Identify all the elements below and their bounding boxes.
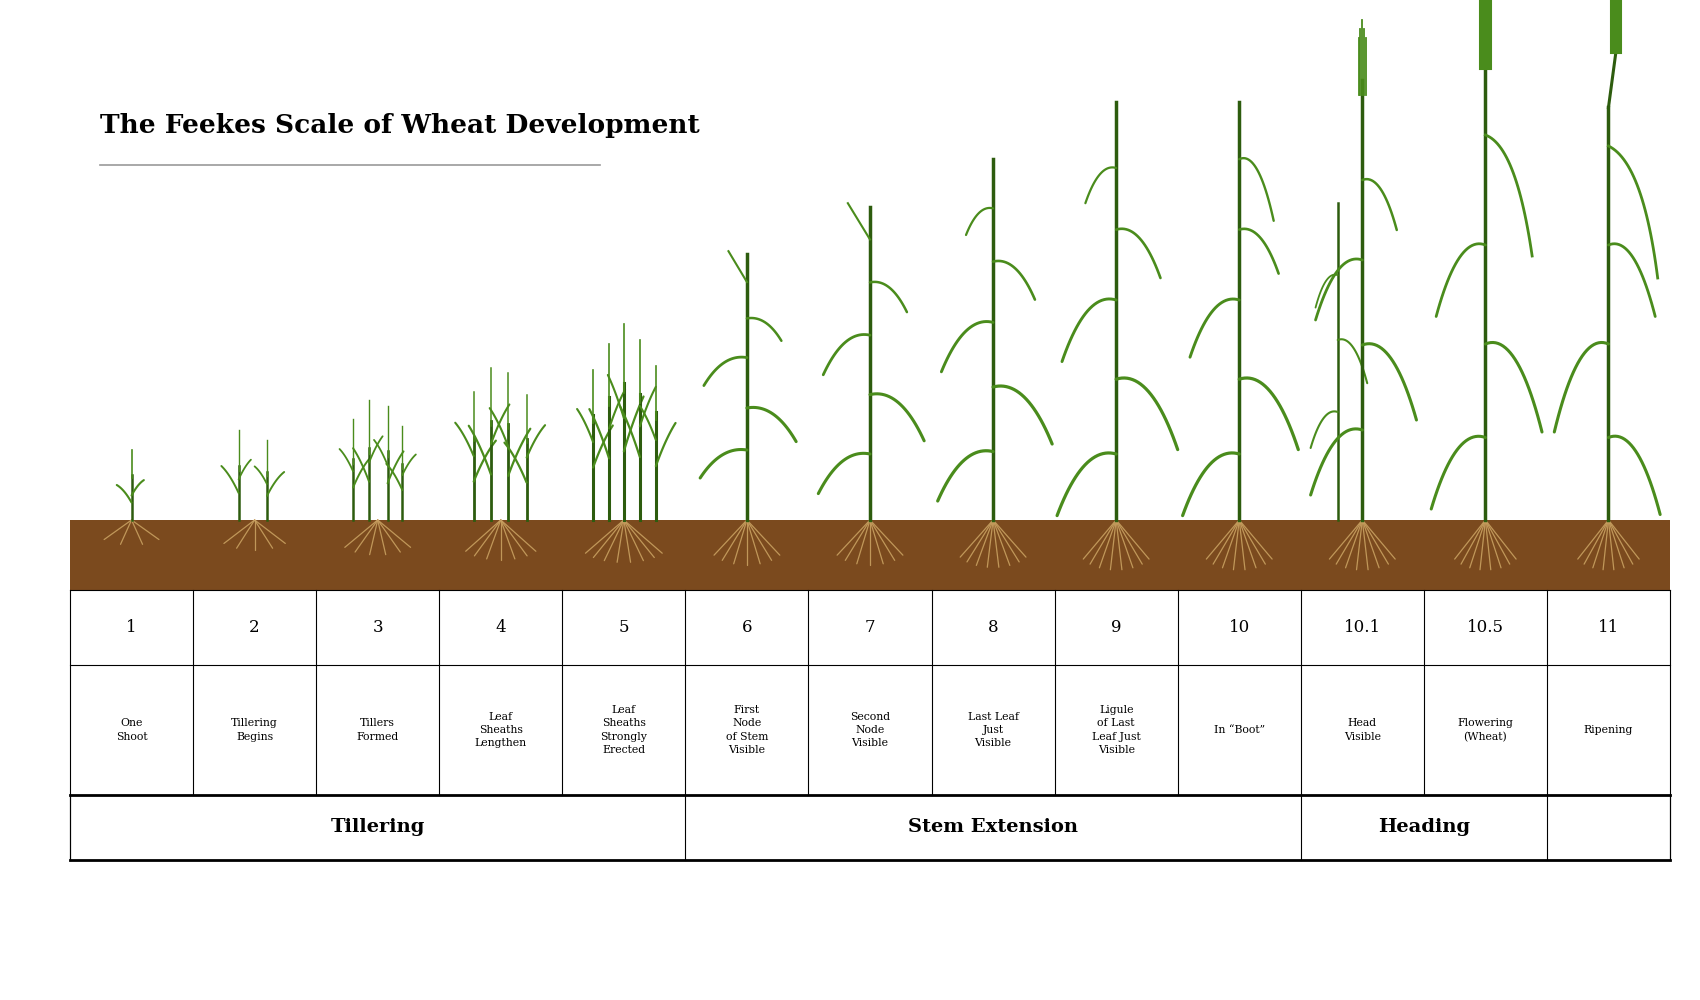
Text: 4: 4 — [495, 619, 507, 636]
Text: 3: 3 — [372, 619, 382, 636]
Text: 9: 9 — [1110, 619, 1122, 636]
Text: 6: 6 — [741, 619, 751, 636]
Text: 2: 2 — [250, 619, 260, 636]
Text: First
Node
of Stem
Visible: First Node of Stem Visible — [726, 705, 768, 755]
Text: Tillers
Formed: Tillers Formed — [357, 718, 400, 742]
Text: The Feekes Scale of Wheat Development: The Feekes Scale of Wheat Development — [100, 112, 700, 137]
Text: 7: 7 — [865, 619, 876, 636]
Text: Leaf
Sheaths
Lengthen: Leaf Sheaths Lengthen — [474, 712, 527, 748]
Text: Ligule
of Last
Leaf Just
Visible: Ligule of Last Leaf Just Visible — [1091, 705, 1141, 755]
Text: 8: 8 — [988, 619, 998, 636]
Text: Leaf
Sheaths
Strongly
Erected: Leaf Sheaths Strongly Erected — [600, 705, 648, 755]
Text: Second
Node
Visible: Second Node Visible — [850, 712, 891, 748]
Text: Last Leaf
Just
Visible: Last Leaf Just Visible — [967, 712, 1018, 748]
Text: 5: 5 — [619, 619, 629, 636]
Text: Head
Visible: Head Visible — [1343, 718, 1380, 742]
Bar — [70, 520, 1669, 590]
Text: In “Boot”: In “Boot” — [1214, 725, 1265, 735]
Text: Flowering
(Wheat): Flowering (Wheat) — [1457, 718, 1513, 742]
Text: Stem Extension: Stem Extension — [908, 818, 1078, 836]
Text: Tillering: Tillering — [330, 818, 425, 836]
Text: 11: 11 — [1598, 619, 1618, 636]
Text: Heading: Heading — [1377, 818, 1470, 836]
Text: 10: 10 — [1229, 619, 1250, 636]
Text: Tillering
Begins: Tillering Begins — [231, 718, 279, 742]
Text: 1: 1 — [126, 619, 138, 636]
Text: 10.5: 10.5 — [1467, 619, 1504, 636]
Text: 10.1: 10.1 — [1343, 619, 1380, 636]
Text: Ripening: Ripening — [1584, 725, 1634, 735]
Text: One
Shoot: One Shoot — [116, 718, 148, 742]
